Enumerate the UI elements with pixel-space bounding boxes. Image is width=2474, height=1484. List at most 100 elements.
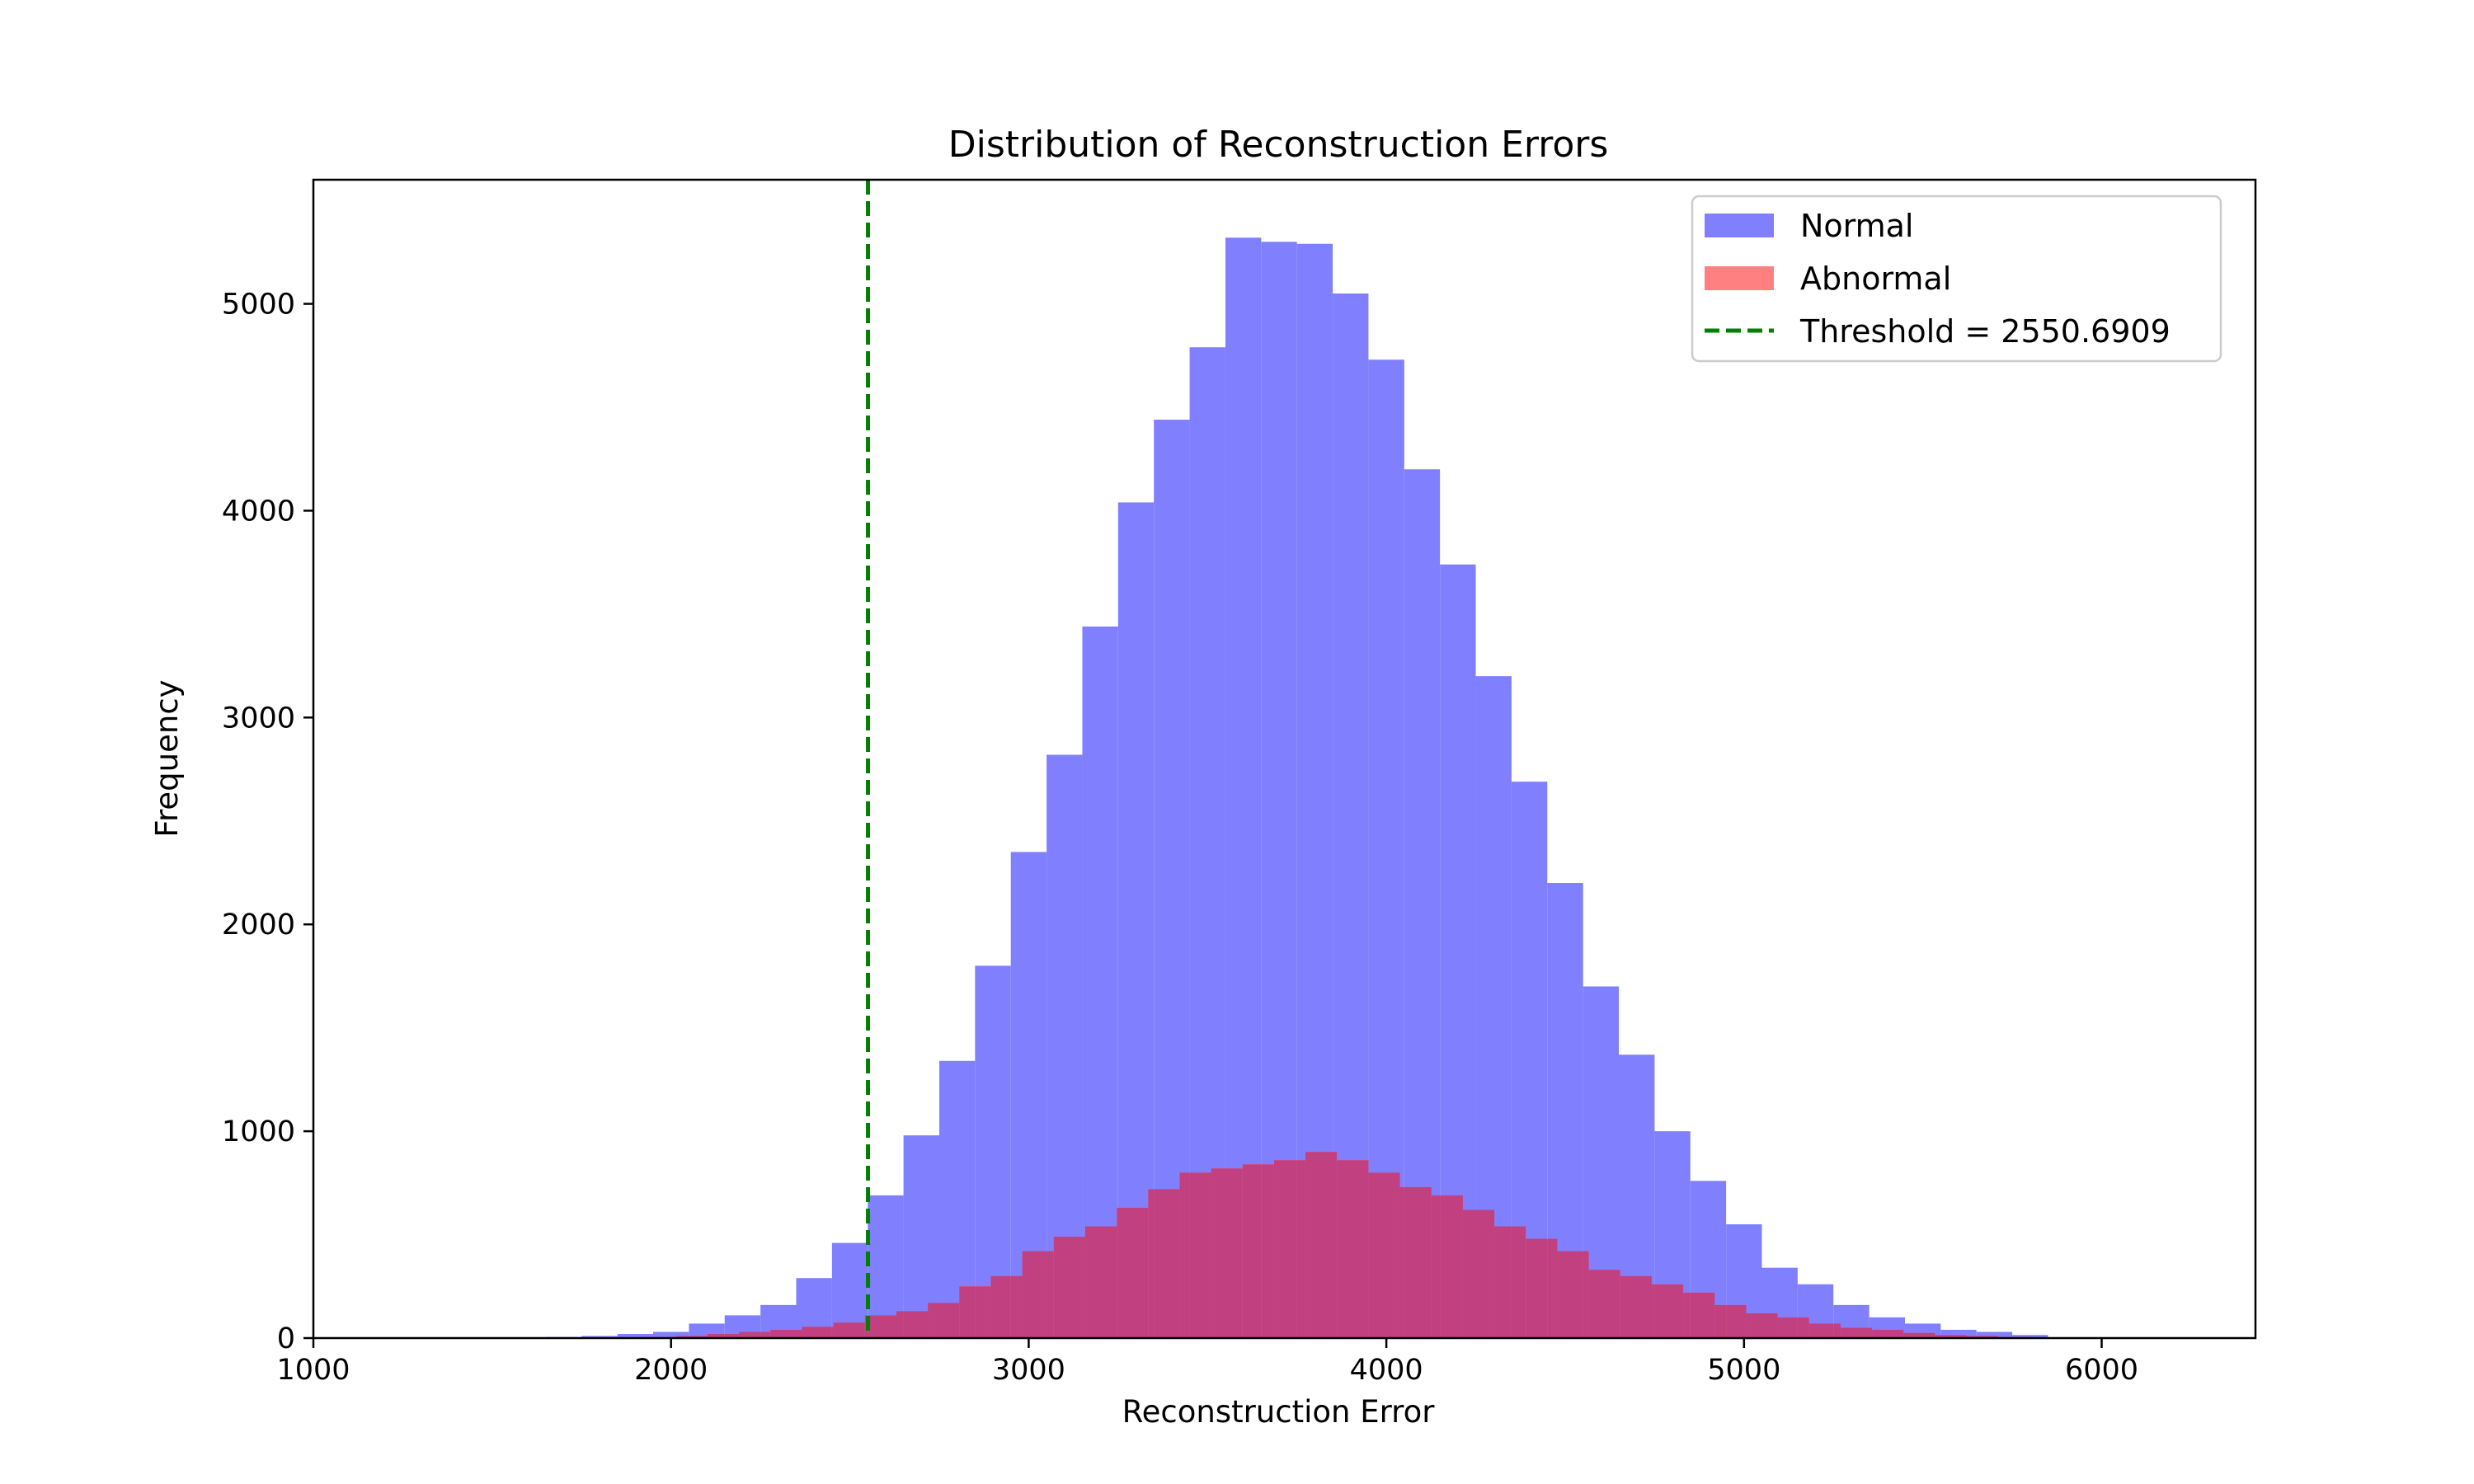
overlap-bar-43-39 [1940,1335,1967,1338]
normal-bar-40 [1976,1331,2013,1338]
overlap-bar-13-12 [990,1275,1011,1338]
overlap-bar-42-38 [1904,1332,1935,1338]
x-tick-label-5: 6000 [2065,1354,2138,1387]
overlap-bar-12-12 [975,1286,991,1338]
normal-bar-8 [831,1242,868,1338]
overlap-bar-23-22 [1333,1152,1338,1338]
overlap-bar-42-37 [1903,1332,1905,1338]
overlap-bar-31-28 [1557,1251,1583,1338]
overlap-bar-40-36 [1840,1327,1870,1338]
overlap-bar-37-34 [1761,1313,1778,1338]
normal-bar-19 [1225,237,1262,1338]
overlap-bar-14-13 [1022,1251,1047,1338]
x-tick-label-3: 4000 [1350,1354,1423,1387]
overlap-bar-28-26 [1475,1209,1495,1338]
x-tick-label-1: 2000 [634,1354,708,1387]
normal-bar-1 [581,1336,618,1338]
overlap-bar-7-7 [802,1327,832,1338]
overlap-bar-29-27 [1511,1226,1526,1338]
overlap-bar-26-23 [1399,1186,1404,1338]
overlap-bar-44-39 [1966,1336,1977,1338]
normal-bar-20 [1261,242,1297,1339]
legend-box [1691,195,2222,363]
legend: Normal Abnormal Threshold = 2550.6909 [1691,195,2222,363]
legend-label-normal: Normal [1800,208,1914,244]
overlap-bar-31-29 [1583,1251,1589,1338]
overlap-bar-39-36 [1833,1323,1841,1338]
overlap-bar-18-16 [1148,1189,1155,1338]
overlap-bar-20-19 [1225,1168,1243,1338]
overlap-series [581,1152,2030,1338]
overlap-bar-28-25 [1462,1209,1476,1338]
normal-bar-41 [2012,1335,2048,1338]
overlap-bar-4-4 [707,1333,725,1338]
legend-swatch-abnormal [1705,266,1774,290]
overlap-bar-11-10 [928,1303,939,1338]
y-tick-label-4: 4000 [222,495,295,528]
y-tick-label-5: 5000 [222,289,295,322]
overlap-bar-33-30 [1620,1275,1652,1338]
overlap-bar-6-6 [770,1329,797,1338]
plot-frame [312,178,2257,1340]
overlap-bar-9-9 [868,1315,896,1338]
overlap-bar-12-11 [959,1286,976,1338]
normal-bar-3 [653,1331,689,1338]
overlap-bar-25-23 [1368,1172,1400,1338]
overlap-bar-38-34 [1777,1317,1798,1338]
y-axis-label: Frequency [149,679,185,837]
overlap-bar-38-35 [1797,1317,1809,1338]
x-tick-label-4: 5000 [1707,1354,1780,1387]
overlap-bar-5-5 [739,1331,761,1338]
normal-bar-39 [1940,1329,1977,1338]
normal-bar-15 [1082,626,1118,1338]
overlap-bar-35-31 [1683,1292,1691,1338]
overlap-bar-17-15 [1117,1207,1118,1338]
overlap-bar-20-18 [1211,1168,1225,1338]
x-tick-label-0: 1000 [276,1354,350,1387]
y-tick-label-1: 1000 [222,1115,295,1148]
overlap-bar-21-19 [1242,1164,1262,1338]
normal-bar-2 [617,1333,654,1338]
overlap-bar-41-37 [1872,1329,1904,1338]
overlap-bar-15-14 [1053,1237,1083,1338]
x-axis-label: Reconstruction Error [1122,1394,1436,1430]
y-axis-ticks: 0 1000 2000 3000 4000 5000 [222,289,313,1355]
overlap-bar-22-21 [1296,1160,1306,1338]
overlap-bar-27-25 [1440,1195,1463,1338]
overlap-bar-10-9 [896,1311,904,1338]
overlap-bar-29-26 [1494,1226,1512,1338]
overlap-bar-32-30 [1619,1270,1620,1338]
overlap-bar-35-32 [1690,1292,1715,1338]
normal-bar-16 [1117,502,1155,1338]
overlap-bar-37-33 [1746,1313,1762,1338]
overlap-bar-26-24 [1404,1186,1432,1338]
overlap-bar-13-13 [1010,1275,1023,1338]
overlap-bar-10-10 [903,1311,929,1338]
overlap-bar-44-40 [1976,1336,1998,1338]
overlap-bar-43-38 [1935,1335,1941,1338]
overlap-bar-19-18 [1189,1172,1211,1338]
overlap-bar-3-4 [689,1336,708,1338]
overlap-bar-40-37 [1869,1327,1873,1338]
overlap-bar-30-28 [1547,1238,1558,1338]
overlap-bar-39-35 [1808,1323,1834,1338]
overlap-bar-30-27 [1526,1238,1548,1338]
overlap-bar-27-24 [1431,1195,1441,1338]
overlap-bar-17-16 [1117,1207,1149,1338]
overlap-bar-19-17 [1179,1172,1190,1338]
overlap-bar-3-3 [675,1336,689,1338]
overlap-bar-5-6 [760,1331,771,1338]
legend-swatch-normal [1705,214,1774,237]
overlap-bar-24-22 [1337,1160,1369,1338]
overlap-bar-23-21 [1305,1152,1333,1338]
overlap-bar-15-15 [1082,1237,1085,1338]
overlap-bar-34-30 [1651,1284,1655,1338]
overlap-bar-8-8 [833,1322,865,1338]
chart-title: Distribution of Reconstruction Errors [948,124,1609,166]
overlap-bar-36-32 [1714,1304,1727,1338]
overlap-bar-4-5 [724,1333,740,1338]
overlap-bar-32-29 [1588,1270,1620,1338]
y-tick-label-3: 3000 [222,702,295,735]
legend-label-abnormal: Abnormal [1800,261,1951,297]
